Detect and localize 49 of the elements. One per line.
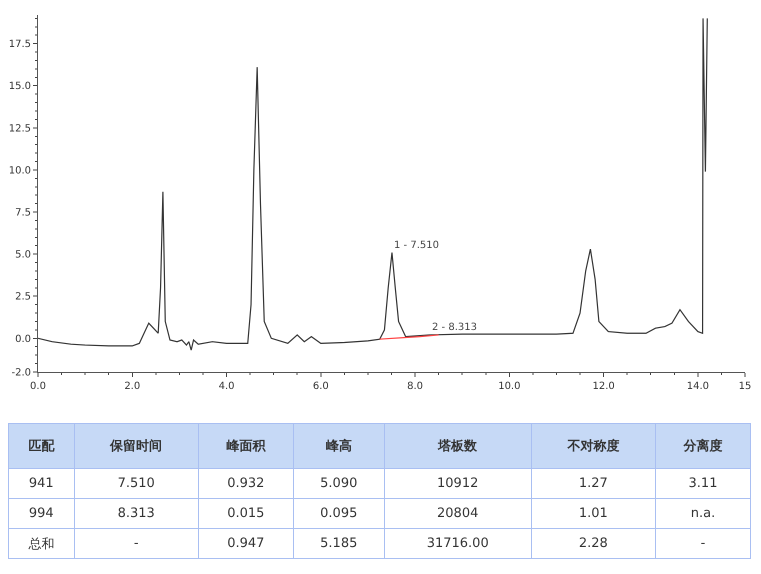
annotation: 1 - 7.510 (394, 240, 439, 251)
text: 3.11 (688, 476, 718, 491)
y-tick-label: 10.0 (8, 165, 31, 176)
x-tick-label: 6.0 (312, 381, 329, 392)
text: 2.28 (578, 536, 608, 551)
text: - (134, 536, 139, 551)
text: 1.27 (578, 476, 608, 491)
x-tick-label: 14.0 (686, 381, 710, 392)
y-tick-label: 7.5 (15, 208, 31, 219)
y-tick-label: 0.0 (15, 334, 31, 345)
y-tick-label: 5.0 (15, 250, 31, 261)
text: 941 (28, 476, 54, 491)
category-label: 峰高 (293, 424, 384, 468)
category-label: 匹配 (8, 424, 74, 468)
category-label: 塔板数 (384, 424, 532, 468)
text: 20804 (437, 506, 478, 521)
y-tick-label: 17.5 (8, 39, 31, 50)
text: 994 (28, 506, 54, 521)
text: 0.932 (227, 476, 264, 491)
y-tick-label: -2.0 (11, 368, 31, 378)
text: 5.185 (320, 536, 358, 551)
category-label: 峰面积 (198, 424, 294, 468)
text: 1.01 (578, 506, 608, 521)
text: 0.095 (320, 506, 358, 521)
text: 7.510 (118, 476, 155, 491)
x-tick-label: 12.0 (592, 381, 615, 392)
text: - (700, 536, 706, 551)
category-label: 不对称度 (531, 424, 656, 468)
text: 0.947 (227, 536, 264, 551)
x-tick-label: 2.0 (124, 381, 140, 392)
text: 31716.00 (426, 536, 489, 551)
annotation: 2 - 8.313 (432, 322, 477, 333)
text: 8.313 (118, 506, 155, 521)
x-tick-label: 15 (738, 381, 752, 392)
line-series (38, 18, 708, 351)
y-tick-label: 15.0 (8, 81, 31, 92)
x-tick-label: 4.0 (218, 381, 234, 392)
text: 10912 (437, 476, 478, 491)
x-tick-label: 10.0 (498, 381, 520, 392)
y-tick-label: 12.5 (8, 123, 31, 134)
text: 5.090 (320, 476, 358, 491)
category-label: 分离度 (656, 424, 750, 468)
x-tick-label: 8.0 (407, 381, 424, 392)
y-tick-label: 2.5 (15, 292, 31, 303)
text: n.a. (690, 506, 716, 521)
text: 0.015 (227, 506, 264, 521)
x-tick-label: 0.0 (30, 381, 46, 392)
text: 总和 (28, 536, 54, 552)
category-label: 保留时间 (74, 424, 198, 468)
